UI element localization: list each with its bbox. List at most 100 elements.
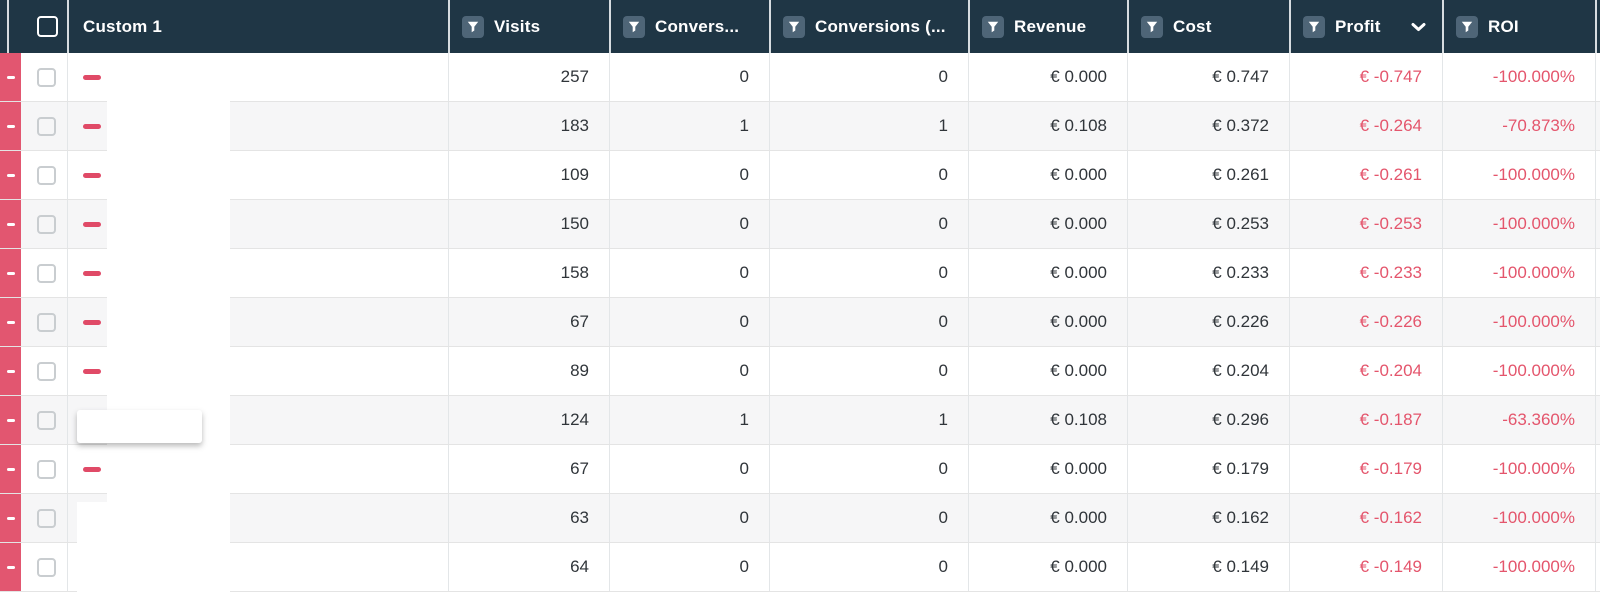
custom1-cell	[67, 151, 448, 199]
table-row: 158 0 0 € 0.000 € 0.233 € -0.233 -100.000%	[0, 249, 1600, 298]
column-header-profit[interactable]: Profit	[1289, 0, 1442, 53]
next-column-sliver	[1595, 543, 1600, 591]
visits-cell: 89	[448, 347, 609, 395]
conversions_alt-cell: 0	[769, 298, 968, 346]
conversions-cell: 0	[609, 53, 769, 101]
revenue-cell: € 0.108	[968, 396, 1127, 444]
row-select-cell	[0, 200, 67, 248]
profit-cell: € -0.149	[1289, 543, 1442, 591]
row-checkbox[interactable]	[37, 263, 56, 283]
filter-funnel-icon[interactable]	[462, 15, 484, 38]
profit-cell: € -0.226	[1289, 298, 1442, 346]
column-header-cost[interactable]: Cost	[1127, 0, 1289, 53]
filter-funnel-icon[interactable]	[783, 15, 805, 38]
column-label: ROI	[1488, 16, 1519, 36]
row-checkbox[interactable]	[37, 361, 56, 381]
filter-funnel-icon[interactable]	[1303, 15, 1325, 38]
custom1-cell	[67, 445, 448, 493]
row-checkbox[interactable]	[37, 410, 56, 430]
minus-dash-icon	[6, 320, 15, 324]
conversions_alt-cell: 0	[769, 53, 968, 101]
next-column-sliver	[1595, 102, 1600, 150]
revenue-cell: € 0.000	[968, 298, 1127, 346]
column-header-revenue[interactable]: Revenue	[968, 0, 1127, 53]
table-row: 109 0 0 € 0.000 € 0.261 € -0.261 -100.000%	[0, 151, 1600, 200]
roi-cell: -63.360%	[1442, 396, 1595, 444]
row-status-strip	[0, 102, 21, 150]
select-all-checkbox[interactable]	[37, 16, 58, 37]
minus-dash-icon	[83, 74, 101, 80]
row-status-strip	[0, 543, 21, 591]
conversions_alt-cell: 0	[769, 151, 968, 199]
table-row: 150 0 0 € 0.000 € 0.253 € -0.253 -100.000%	[0, 200, 1600, 249]
visits-cell: 183	[448, 102, 609, 150]
filter-funnel-icon[interactable]	[1456, 15, 1478, 38]
cost-cell: € 0.179	[1127, 445, 1289, 493]
row-status-strip	[0, 347, 21, 395]
visits-cell: 158	[448, 249, 609, 297]
row-status-strip	[0, 151, 21, 199]
column-header-conversions[interactable]: Convers...	[609, 0, 769, 53]
table-row: 89 0 0 € 0.000 € 0.204 € -0.204 -100.000%	[0, 347, 1600, 396]
revenue-cell: € 0.000	[968, 445, 1127, 493]
next-column-sliver	[1595, 396, 1600, 444]
next-column-sliver	[1595, 298, 1600, 346]
revenue-cell: € 0.000	[968, 347, 1127, 395]
profit-cell: € -0.204	[1289, 347, 1442, 395]
cost-cell: € 0.149	[1127, 543, 1289, 591]
row-checkbox[interactable]	[37, 312, 56, 332]
redaction-overlay-rounded	[77, 410, 202, 443]
row-select-cell	[0, 102, 67, 150]
profit-cell: € -0.253	[1289, 200, 1442, 248]
row-checkbox[interactable]	[37, 459, 56, 479]
row-select-cell	[0, 445, 67, 493]
row-checkbox[interactable]	[37, 67, 56, 87]
row-checkbox[interactable]	[37, 557, 56, 577]
profit-cell: € -0.179	[1289, 445, 1442, 493]
revenue-cell: € 0.000	[968, 494, 1127, 542]
conversions-cell: 0	[609, 445, 769, 493]
filter-funnel-icon[interactable]	[623, 15, 645, 38]
custom1-cell	[67, 249, 448, 297]
conversions_alt-cell: 0	[769, 347, 968, 395]
visits-cell: 64	[448, 543, 609, 591]
minus-dash-icon	[83, 270, 101, 276]
column-label: Visits	[494, 16, 541, 36]
filter-funnel-icon[interactable]	[982, 15, 1004, 38]
roi-cell: -100.000%	[1442, 53, 1595, 101]
conversions-cell: 0	[609, 543, 769, 591]
cost-cell: € 0.233	[1127, 249, 1289, 297]
column-header-visits[interactable]: Visits	[448, 0, 609, 53]
filter-funnel-icon[interactable]	[1141, 15, 1163, 38]
roi-cell: -100.000%	[1442, 298, 1595, 346]
table-body: 257 0 0 € 0.000 € 0.747 € -0.747 -100.000% 183 1…	[0, 53, 1600, 592]
minus-dash-icon	[83, 172, 101, 178]
table-header: Custom 1 Visits Convers... Conversions (...…	[0, 0, 1600, 53]
roi-cell: -100.000%	[1442, 494, 1595, 542]
roi-cell: -100.000%	[1442, 347, 1595, 395]
column-header-conversions_alt[interactable]: Conversions (...	[769, 0, 968, 53]
header-divider	[7, 0, 9, 53]
profit-cell: € -0.187	[1289, 396, 1442, 444]
conversions_alt-cell: 0	[769, 445, 968, 493]
revenue-cell: € 0.108	[968, 102, 1127, 150]
roi-cell: -100.000%	[1442, 445, 1595, 493]
table-row: 257 0 0 € 0.000 € 0.747 € -0.747 -100.000%	[0, 53, 1600, 102]
next-column-sliver	[1595, 249, 1600, 297]
minus-dash-icon	[83, 123, 101, 129]
row-select-cell	[0, 298, 67, 346]
redaction-overlay	[77, 502, 202, 595]
row-checkbox[interactable]	[37, 214, 56, 234]
minus-dash-icon	[6, 124, 15, 128]
cost-cell: € 0.162	[1127, 494, 1289, 542]
cost-cell: € 0.747	[1127, 53, 1289, 101]
column-label: Revenue	[1014, 16, 1087, 36]
row-checkbox[interactable]	[37, 165, 56, 185]
row-select-cell	[0, 249, 67, 297]
revenue-cell: € 0.000	[968, 249, 1127, 297]
row-checkbox[interactable]	[37, 116, 56, 136]
row-checkbox[interactable]	[37, 508, 56, 528]
column-header-roi[interactable]: ROI	[1442, 0, 1595, 53]
column-header-custom1[interactable]: Custom 1	[67, 0, 448, 53]
